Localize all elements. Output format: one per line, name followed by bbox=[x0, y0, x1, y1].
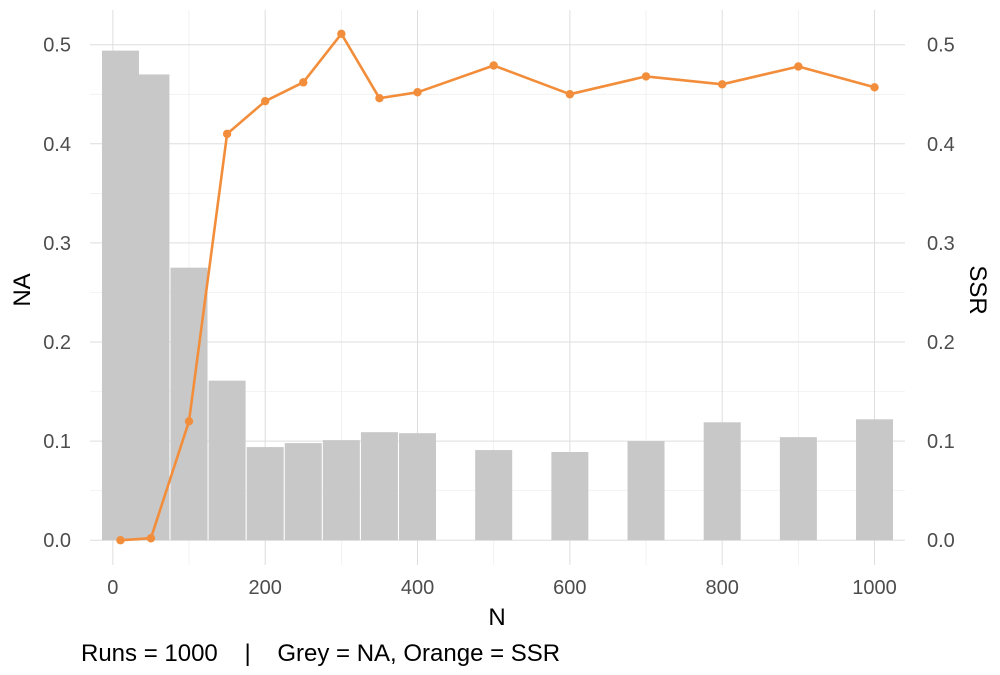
bar bbox=[703, 422, 741, 541]
right-y-tick-label: 0.0 bbox=[927, 530, 955, 552]
ssr-point bbox=[337, 29, 346, 38]
bar bbox=[322, 440, 360, 541]
bar bbox=[132, 74, 170, 541]
ssr-point bbox=[870, 83, 879, 92]
bar-series-na bbox=[101, 50, 894, 541]
left-y-tick-label: 0.4 bbox=[43, 134, 71, 156]
x-tick-label: 400 bbox=[401, 577, 434, 599]
x-tick-label: 600 bbox=[553, 577, 586, 599]
left-y-tick-label: 0.3 bbox=[43, 233, 71, 255]
ssr-point bbox=[375, 94, 384, 103]
left-y-tick-label: 0.1 bbox=[43, 431, 71, 453]
left-y-axis: 0.0 0.1 0.2 0.3 0.4 0.5 bbox=[43, 35, 71, 553]
right-y-axis-title: SSR bbox=[964, 265, 991, 314]
bar bbox=[627, 441, 665, 541]
bar bbox=[856, 419, 894, 541]
ssr-point bbox=[641, 72, 651, 81]
ssr-point bbox=[222, 129, 232, 139]
left-y-tick-label: 0.0 bbox=[43, 530, 71, 552]
bar bbox=[399, 433, 437, 541]
bar bbox=[170, 267, 208, 541]
right-y-tick-label: 0.5 bbox=[927, 35, 955, 57]
bar bbox=[551, 452, 589, 541]
line-series-ssr bbox=[116, 29, 879, 545]
bar bbox=[779, 437, 817, 541]
x-axis: 0 200 400 600 800 1000 bbox=[107, 577, 896, 599]
x-axis-title: N bbox=[488, 604, 505, 631]
bar bbox=[475, 450, 513, 541]
right-y-tick-label: 0.1 bbox=[927, 431, 955, 453]
left-y-axis-title: NA bbox=[9, 273, 36, 306]
bar bbox=[284, 443, 322, 541]
right-y-tick-label: 0.2 bbox=[927, 332, 955, 354]
ssr-point bbox=[565, 90, 575, 99]
ssr-point bbox=[413, 88, 422, 97]
bar bbox=[246, 447, 284, 541]
bar bbox=[360, 432, 398, 541]
right-y-axis: 0.0 0.1 0.2 0.3 0.4 0.5 bbox=[927, 35, 955, 553]
ssr-point bbox=[146, 534, 156, 543]
ssr-point bbox=[184, 417, 194, 426]
left-y-tick-label: 0.2 bbox=[43, 332, 71, 354]
ssr-point bbox=[794, 62, 803, 71]
ssr-point bbox=[299, 78, 308, 87]
x-tick-label: 200 bbox=[248, 577, 281, 599]
right-y-tick-label: 0.4 bbox=[927, 134, 955, 156]
ssr-point bbox=[717, 80, 727, 89]
x-tick-label: 0 bbox=[107, 577, 118, 599]
ssr-point bbox=[116, 536, 125, 545]
chart-caption: Runs = 1000 | Grey = NA, Orange = SSR bbox=[81, 640, 560, 667]
ssr-point bbox=[489, 61, 498, 70]
x-tick-label: 800 bbox=[706, 577, 739, 599]
left-y-tick-label: 0.5 bbox=[43, 35, 71, 57]
ssr-point bbox=[260, 96, 270, 106]
x-tick-label: 1000 bbox=[852, 577, 897, 599]
right-y-tick-label: 0.3 bbox=[927, 233, 955, 255]
bar bbox=[208, 380, 246, 541]
